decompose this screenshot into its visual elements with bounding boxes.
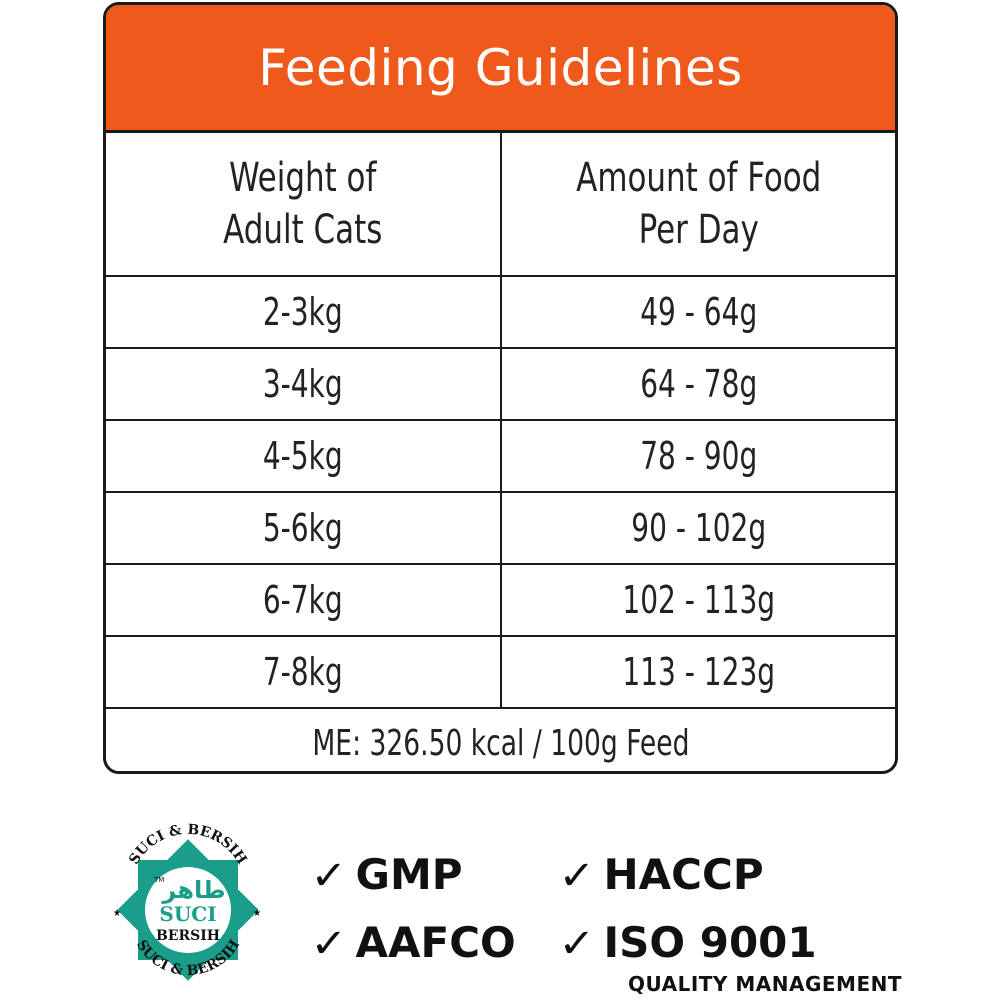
cert-aafco-label: AAFCO [355, 918, 516, 967]
check-icon: ✓ [310, 853, 348, 899]
cert-haccp-label: HACCP [603, 850, 764, 899]
table-title: Feeding Guidelines [106, 5, 895, 133]
amount-cell: 64 - 78g [639, 362, 757, 406]
weight-cell: 4-5kg [262, 434, 343, 478]
logo-star-left-icon: ★ [113, 908, 121, 919]
weight-cell: 5-6kg [262, 506, 343, 550]
cert-iso-label: ISO 9001 [603, 918, 817, 967]
amount-cell: 90 - 102g [630, 506, 766, 550]
table-row: 3-4kg 64 - 78g [106, 349, 895, 421]
header-amount-line1: Amount of Food [575, 155, 821, 201]
amount-cell: 113 - 123g [621, 650, 775, 694]
energy-footer-text: ME: 326.50 kcal / 100g Feed [311, 722, 690, 764]
logo-word-suci: SUCI [159, 902, 216, 926]
logo-word-bersih: BERSIH [156, 928, 220, 944]
column-divider [499, 349, 502, 419]
table-row: 2-3kg 49 - 64g [106, 277, 895, 349]
table-row: 6-7kg 102 - 113g [106, 565, 895, 637]
check-icon: ✓ [310, 921, 348, 967]
check-icon: ✓ [558, 853, 596, 899]
cert-haccp: ✓ HACCP [558, 850, 764, 899]
logo-star-right-icon: ★ [253, 908, 261, 919]
header-weight-line1: Weight of [229, 155, 377, 201]
column-divider [499, 565, 502, 635]
amount-cell: 49 - 64g [639, 290, 757, 334]
cert-aafco: ✓ AAFCO [310, 918, 516, 967]
header-weight: Weight of Adult Cats [134, 133, 472, 275]
logo-tm: TM [153, 876, 164, 884]
table-row: 7-8kg 113 - 123g [106, 637, 895, 709]
table-row: 4-5kg 78 - 90g [106, 421, 895, 493]
cert-gmp: ✓ GMP [310, 850, 463, 899]
column-divider [499, 637, 502, 707]
column-divider [499, 493, 502, 563]
cert-gmp-label: GMP [355, 850, 463, 899]
cert-iso-subtitle: QUALITY MANAGEMENT [628, 972, 902, 996]
check-icon: ✓ [558, 921, 596, 967]
column-divider [499, 133, 502, 275]
energy-footer: ME: 326.50 kcal / 100g Feed [106, 709, 895, 771]
weight-cell: 3-4kg [262, 362, 343, 406]
table-row: 5-6kg 90 - 102g [106, 493, 895, 565]
weight-cell: 2-3kg [262, 290, 343, 334]
amount-cell: 78 - 90g [639, 434, 757, 478]
feeding-guidelines-table: Feeding Guidelines Weight of Adult Cats … [103, 2, 898, 774]
logo-arabic: طاهر [161, 876, 225, 904]
cert-iso: ✓ ISO 9001 [558, 918, 817, 967]
weight-cell: 6-7kg [262, 578, 343, 622]
amount-cell: 102 - 113g [621, 578, 775, 622]
suci-bersih-logo: SUCI & BERSIH SUCI & BERSIH طاهر TM SUCI… [113, 822, 261, 981]
header-amount-line2: Per Day [638, 207, 759, 253]
table-header-row: Weight of Adult Cats Amount of Food Per … [106, 133, 895, 277]
column-divider [499, 421, 502, 491]
column-divider [499, 277, 502, 347]
header-weight-line2: Adult Cats [223, 207, 383, 253]
weight-cell: 7-8kg [262, 650, 343, 694]
logo-inner-circle [145, 867, 231, 953]
header-amount: Amount of Food Per Day [529, 133, 867, 275]
